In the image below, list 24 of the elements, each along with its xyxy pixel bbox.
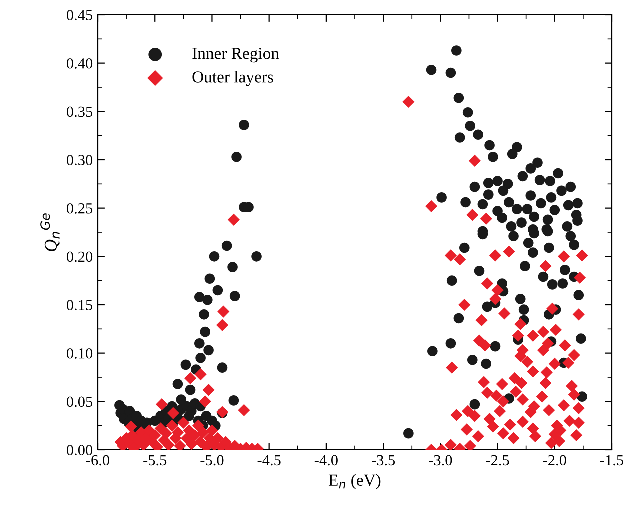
x-tick-label: -5.5 [144, 455, 167, 466]
x-tick-label: -4.0 [314, 455, 338, 466]
y-tick-label: 0.45 [66, 10, 93, 21]
y-tick-label: 0.10 [66, 348, 93, 359]
x-tick-label: -3.5 [372, 455, 396, 466]
y-axis-title: Q$_{n}$$^{Ge}$ [40, 214, 60, 252]
x-tick-label: -1.5 [600, 455, 624, 466]
x-tick-label: -4.5 [258, 455, 281, 466]
y-tick-label: 0.20 [66, 252, 93, 262]
x-tick-label: -2.5 [486, 455, 510, 466]
legend-label: Inner Region [192, 48, 280, 63]
x-tick-label: -6.0 [86, 455, 110, 466]
x-tick-label: -2.0 [543, 455, 566, 466]
y-tick-label: 0.05 [66, 396, 93, 408]
y-tick-label: 0.25 [66, 203, 93, 214]
y-tick-label: 0.00 [66, 445, 93, 456]
x-tick-label: -3.0 [429, 455, 452, 466]
y-tick-label: 0.30 [66, 155, 93, 166]
x-axis-title: E$_{n}$ (eV) [328, 474, 381, 490]
y-tick-label: 0.15 [66, 300, 93, 311]
x-tick-label: -5.0 [200, 455, 224, 466]
y-tick-label: 0.40 [66, 58, 93, 69]
legend-label: Outer layers [192, 71, 274, 86]
y-tick-label: 0.35 [66, 106, 93, 118]
